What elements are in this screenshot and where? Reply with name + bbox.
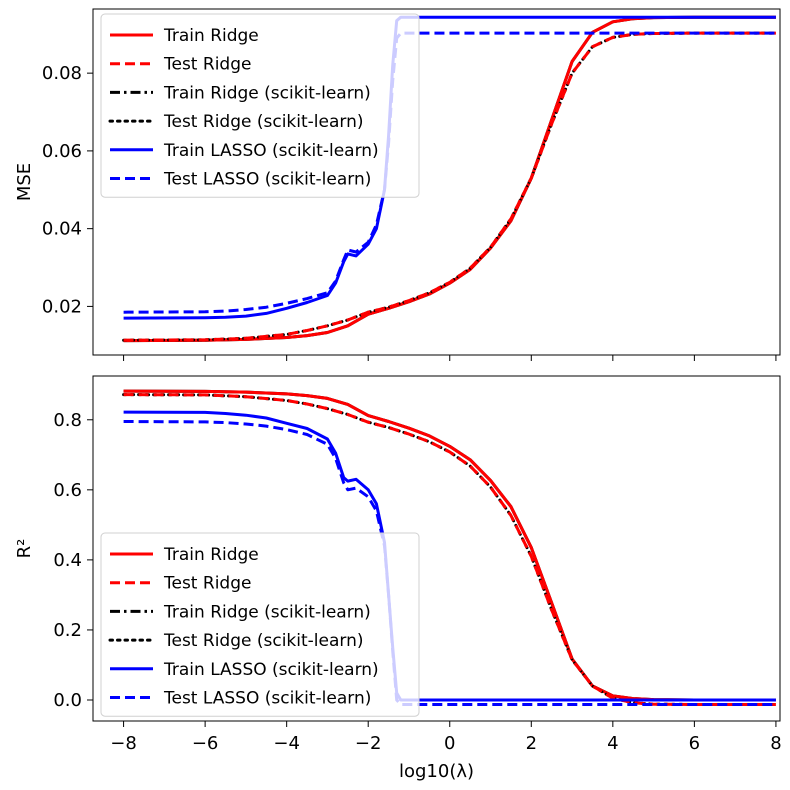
x-tick-label: −4 (273, 733, 300, 754)
x-tick-label: −8 (110, 733, 137, 754)
series-group (122, 15, 778, 343)
y-tick-label: 0.0 (53, 690, 82, 711)
x-tick-label: −6 (192, 733, 219, 754)
y-tick-label: 0.2 (53, 620, 82, 641)
series-group (122, 389, 778, 706)
panel-1: 0.02 0.04 0.06 0.08 MSE Train Ridge Test Ridge… (14, 8, 781, 361)
legend-label-4: Test Ridge (scikit-learn) (163, 112, 363, 132)
x-tick-label: 2 (526, 733, 537, 754)
legend-label-5: Train LASSO (scikit-learn) (163, 660, 379, 680)
y-tick-label: 0.4 (53, 550, 82, 571)
y-axis-label: R² (14, 539, 35, 559)
legend: Train Ridge Test Ridge Train Ridge (scikit… (100, 13, 420, 198)
axes-frame (92, 8, 781, 356)
legend-label-2: Test Ridge (163, 55, 251, 75)
series-line-2 (123, 389, 776, 702)
legend-label-4: Test Ridge (scikit-learn) (163, 631, 363, 651)
series-line-4 (123, 393, 776, 706)
series-line-5 (123, 410, 776, 702)
y-tick-label: 0.08 (42, 63, 82, 84)
legend-label-3: Train Ridge (scikit-learn) (163, 83, 371, 103)
series-line-6 (123, 420, 776, 706)
y-axis-label: MSE (14, 163, 35, 201)
legend-label-6: Test LASSO (scikit-learn) (163, 689, 371, 709)
x-tick-label: −2 (355, 733, 382, 754)
y-tick-label: 0.8 (53, 410, 82, 431)
y-tick-label: 0.04 (42, 219, 82, 240)
series-line-4 (123, 31, 776, 342)
y-tick-label: 0.6 (53, 480, 82, 501)
panel-2: −8 −6 −4 −2 0 2 4 6 8 0.0 0.2 0.4 0.6 0.8 R² log10(λ) Tr… (14, 375, 782, 782)
series-line-5 (123, 15, 776, 320)
x-axis-label: log10(λ) (399, 761, 474, 782)
x-tick-label: 6 (689, 733, 700, 754)
legend-label-5: Train LASSO (scikit-learn) (163, 141, 379, 161)
y-tick-label: 0.02 (42, 296, 82, 317)
series-line-6 (123, 31, 776, 314)
x-tick-label: 4 (607, 733, 618, 754)
legend: Train Ridge Test Ridge Train Ridge (scikit… (100, 532, 420, 717)
legend-label-3: Train Ridge (scikit-learn) (163, 602, 371, 622)
legend-label-2: Test Ridge (163, 574, 251, 594)
legend-label-1: Train Ridge (163, 26, 259, 46)
axes-frame (92, 375, 781, 722)
legend-box (100, 532, 420, 717)
legend-label-1: Train Ridge (163, 545, 259, 565)
legend-box (100, 13, 420, 198)
x-tick-label: 0 (444, 733, 455, 754)
x-tick-label: 8 (770, 733, 781, 754)
legend-label-6: Test LASSO (scikit-learn) (163, 170, 371, 190)
y-tick-label: 0.06 (42, 141, 82, 162)
